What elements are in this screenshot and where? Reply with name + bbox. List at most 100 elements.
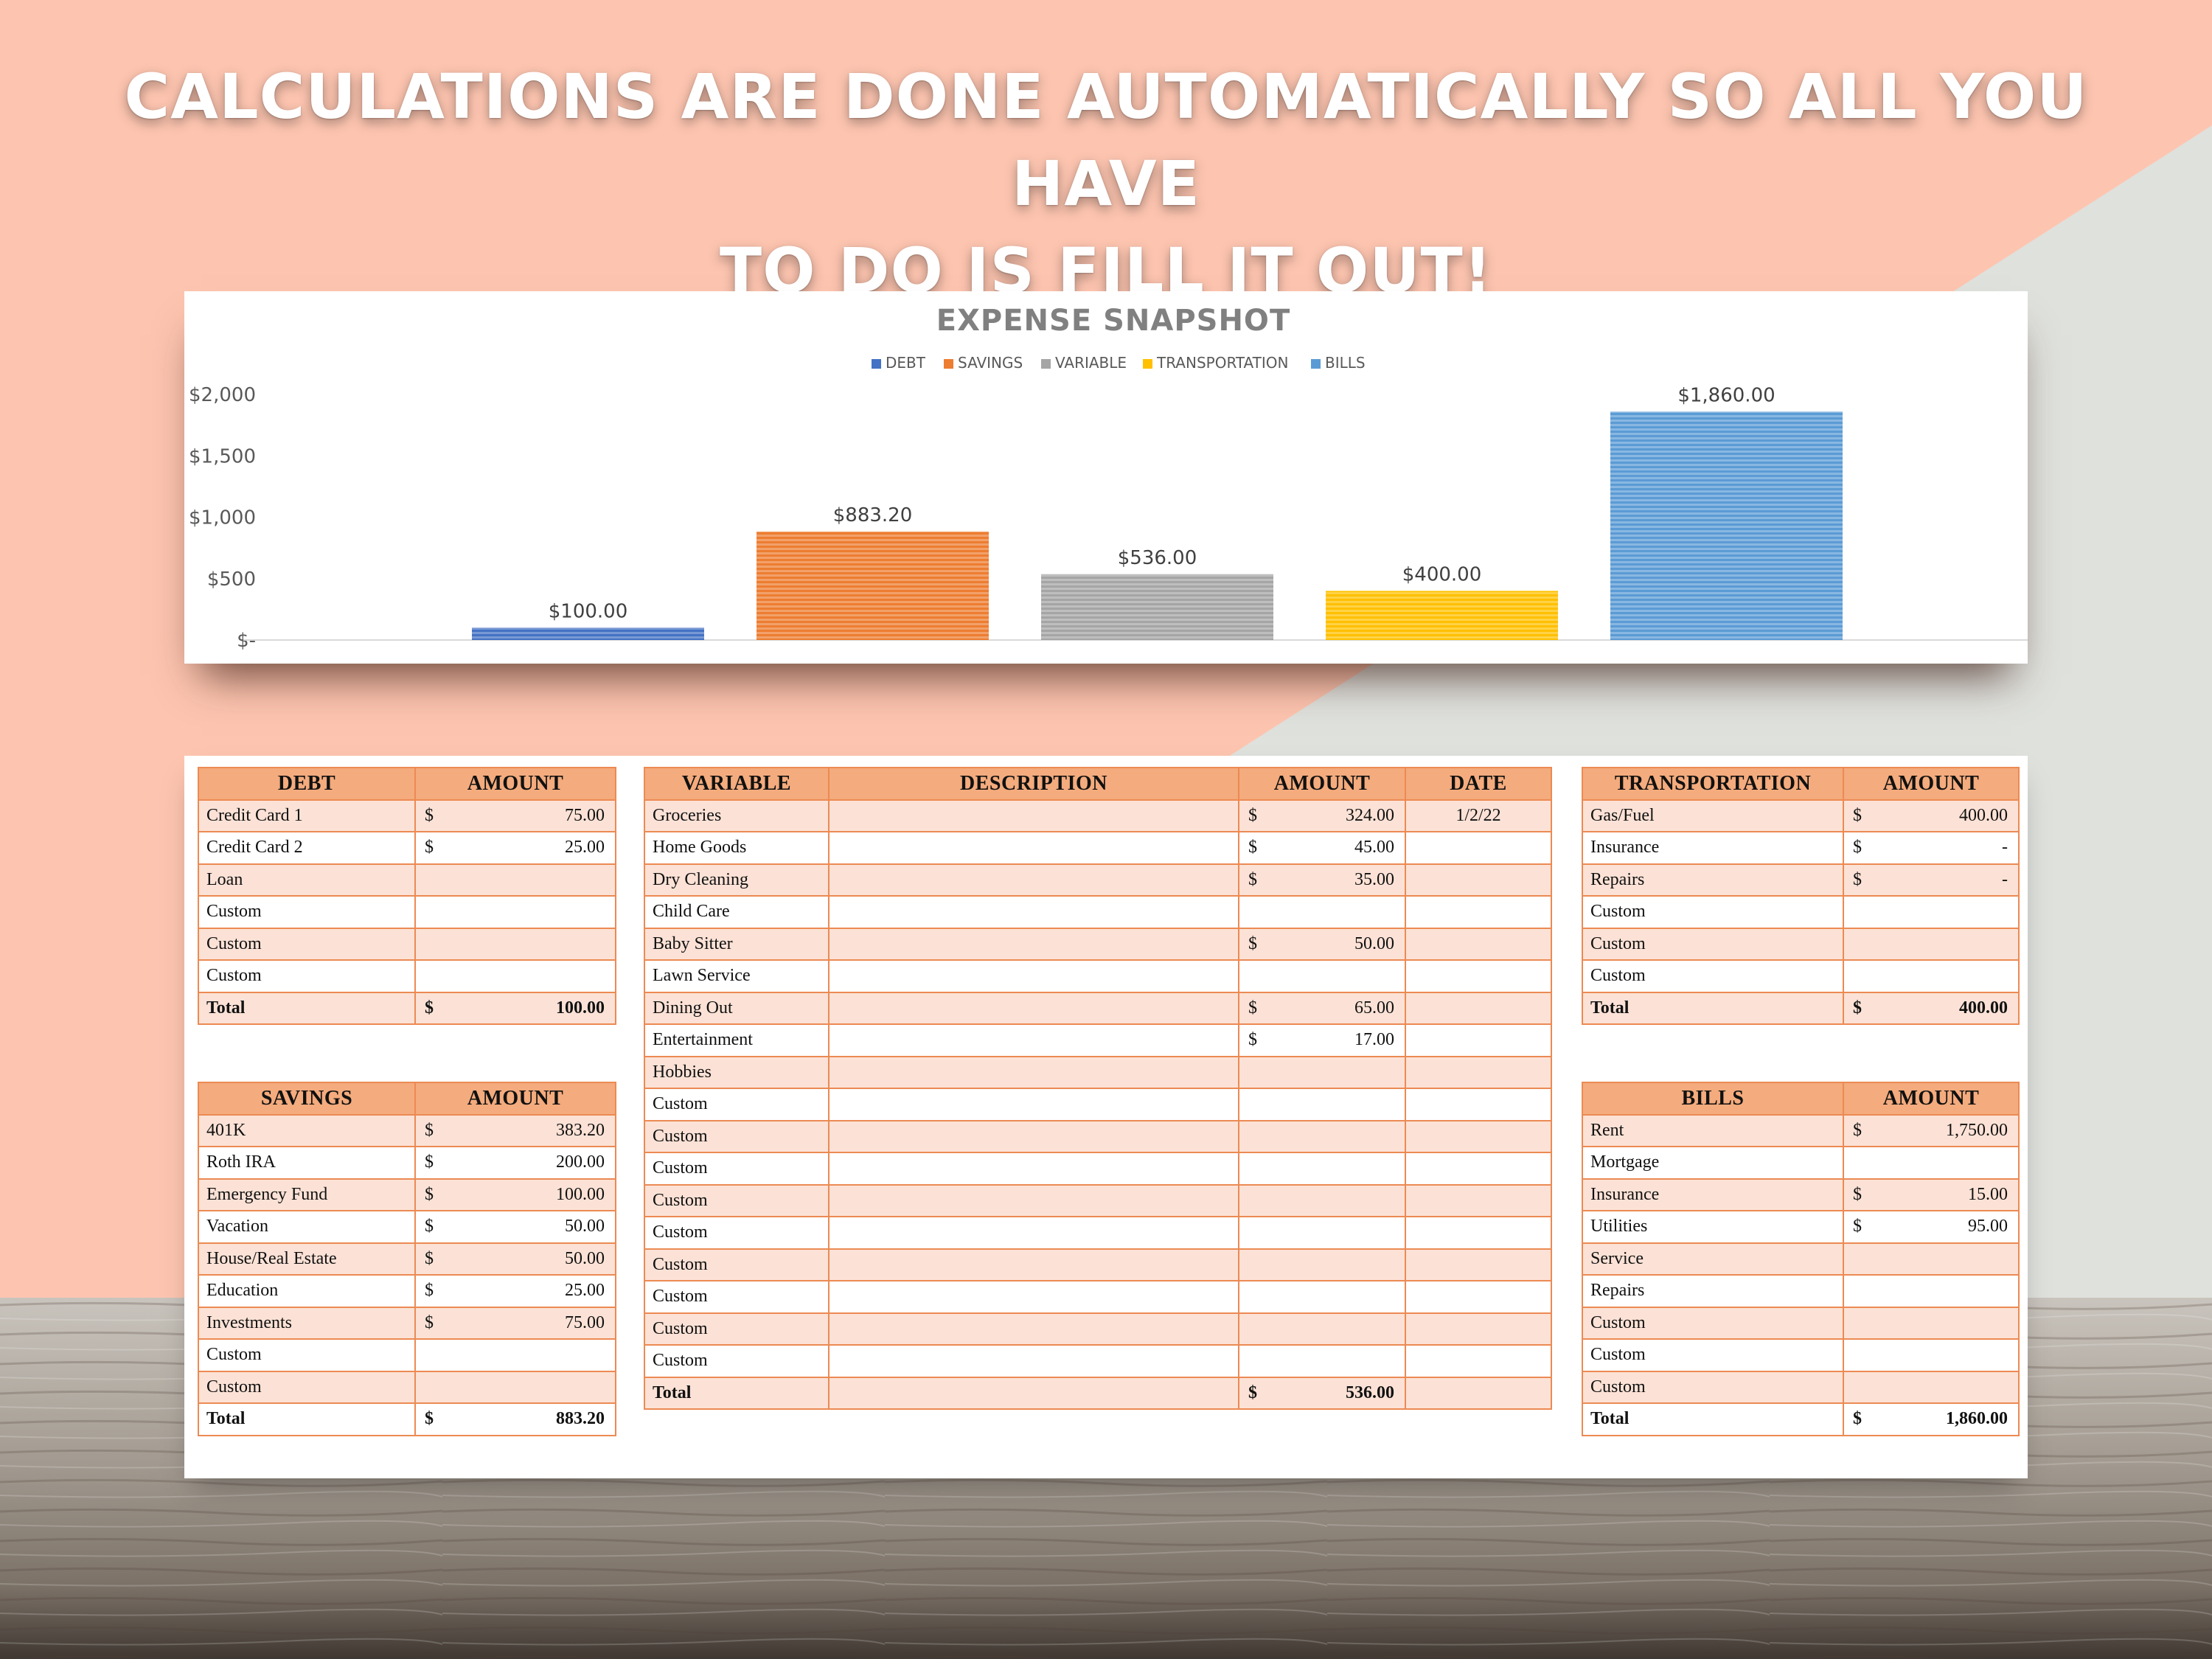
description-cell[interactable] — [828, 1183, 1239, 1217]
description-cell[interactable] — [828, 1055, 1239, 1089]
amount-cell[interactable] — [414, 927, 616, 961]
date-cell[interactable] — [1405, 863, 1552, 897]
amount-cell[interactable] — [1238, 1055, 1406, 1089]
date-cell[interactable] — [1405, 1248, 1552, 1281]
category-cell[interactable]: Total — [1582, 991, 1844, 1025]
amount-cell[interactable]: $15.00 — [1843, 1178, 2020, 1211]
amount-cell[interactable] — [1843, 1242, 2020, 1276]
category-cell[interactable]: Investments — [198, 1306, 416, 1340]
amount-cell[interactable] — [1238, 1344, 1406, 1378]
category-cell[interactable]: Custom — [1582, 1306, 1844, 1340]
date-cell[interactable] — [1405, 991, 1552, 1025]
date-cell[interactable] — [1405, 959, 1552, 993]
date-cell[interactable] — [1405, 1312, 1552, 1346]
category-cell[interactable]: Custom — [644, 1344, 830, 1378]
category-cell[interactable]: Insurance — [1582, 1178, 1844, 1211]
amount-cell[interactable] — [414, 1338, 616, 1372]
amount-cell[interactable]: $883.20 — [414, 1402, 616, 1436]
date-cell[interactable] — [1405, 1183, 1552, 1217]
category-cell[interactable]: House/Real Estate — [198, 1242, 416, 1276]
date-cell[interactable] — [1405, 1119, 1552, 1153]
category-cell[interactable]: Custom — [198, 895, 416, 929]
description-cell[interactable] — [828, 895, 1239, 929]
amount-cell[interactable]: $50.00 — [414, 1210, 616, 1244]
category-cell[interactable]: Groceries — [644, 799, 830, 832]
amount-cell[interactable]: $45.00 — [1238, 831, 1406, 865]
amount-cell[interactable] — [1238, 1088, 1406, 1121]
category-cell[interactable]: Dining Out — [644, 991, 830, 1025]
amount-cell[interactable]: $1,750.00 — [1843, 1113, 2020, 1147]
description-cell[interactable] — [828, 991, 1239, 1025]
category-cell[interactable]: Gas/Fuel — [1582, 799, 1844, 832]
category-cell[interactable]: Rent — [1582, 1113, 1844, 1147]
amount-cell[interactable] — [1843, 927, 2020, 961]
amount-cell[interactable] — [1238, 1248, 1406, 1281]
amount-cell[interactable]: $100.00 — [414, 1178, 616, 1211]
category-cell[interactable]: Custom — [198, 1338, 416, 1372]
date-cell[interactable] — [1405, 1088, 1552, 1121]
amount-cell[interactable]: $17.00 — [1238, 1023, 1406, 1057]
category-cell[interactable]: Custom — [1582, 959, 1844, 993]
category-cell[interactable]: Utilities — [1582, 1210, 1844, 1244]
category-cell[interactable]: Education — [198, 1274, 416, 1308]
date-cell[interactable] — [1405, 1055, 1552, 1089]
amount-cell[interactable]: $25.00 — [414, 1274, 616, 1308]
description-cell[interactable] — [828, 1216, 1239, 1250]
category-cell[interactable]: Loan — [198, 863, 416, 897]
category-cell[interactable]: Repairs — [1582, 1274, 1844, 1308]
category-cell[interactable]: Entertainment — [644, 1023, 830, 1057]
category-cell[interactable]: Mortgage — [1582, 1146, 1844, 1180]
amount-cell[interactable]: $65.00 — [1238, 991, 1406, 1025]
amount-cell[interactable] — [1843, 1146, 2020, 1180]
category-cell[interactable]: Custom — [1582, 1338, 1844, 1372]
category-cell[interactable]: Custom — [198, 1370, 416, 1404]
description-cell[interactable] — [828, 831, 1239, 865]
category-cell[interactable]: Custom — [644, 1216, 830, 1250]
amount-cell[interactable]: $1,860.00 — [1843, 1402, 2020, 1436]
amount-cell[interactable]: $50.00 — [1238, 927, 1406, 961]
category-cell[interactable]: Custom — [1582, 1370, 1844, 1404]
category-cell[interactable]: Credit Card 1 — [198, 799, 416, 832]
amount-cell[interactable] — [1843, 1338, 2020, 1372]
amount-cell[interactable] — [1238, 1152, 1406, 1186]
amount-cell[interactable]: $400.00 — [1843, 991, 2020, 1025]
amount-cell[interactable] — [1238, 1216, 1406, 1250]
date-cell[interactable] — [1405, 1152, 1552, 1186]
category-cell[interactable]: Dry Cleaning — [644, 863, 830, 897]
category-cell[interactable]: Custom — [198, 959, 416, 993]
category-cell[interactable]: Lawn Service — [644, 959, 830, 993]
amount-cell[interactable] — [1843, 1274, 2020, 1308]
category-cell[interactable]: Credit Card 2 — [198, 831, 416, 865]
amount-cell[interactable]: $536.00 — [1238, 1376, 1406, 1410]
category-cell[interactable]: Repairs — [1582, 863, 1844, 897]
amount-cell[interactable]: $95.00 — [1843, 1210, 2020, 1244]
amount-cell[interactable] — [1238, 1312, 1406, 1346]
description-cell[interactable] — [828, 1088, 1239, 1121]
category-cell[interactable]: Emergency Fund — [198, 1178, 416, 1211]
category-cell[interactable]: Custom — [1582, 927, 1844, 961]
category-cell[interactable]: Custom — [644, 1312, 830, 1346]
date-cell[interactable] — [1405, 1023, 1552, 1057]
category-cell[interactable]: Baby Sitter — [644, 927, 830, 961]
amount-cell[interactable]: $383.20 — [414, 1113, 616, 1147]
category-cell[interactable]: 401K — [198, 1113, 416, 1147]
description-cell[interactable] — [828, 1248, 1239, 1281]
amount-cell[interactable]: $100.00 — [414, 991, 616, 1025]
category-cell[interactable]: Roth IRA — [198, 1146, 416, 1180]
amount-cell[interactable]: $324.00 — [1238, 799, 1406, 832]
description-cell[interactable] — [828, 1023, 1239, 1057]
amount-cell[interactable] — [1238, 1119, 1406, 1153]
category-cell[interactable]: Custom — [644, 1248, 830, 1281]
amount-cell[interactable] — [1843, 895, 2020, 929]
category-cell[interactable]: Custom — [1582, 895, 1844, 929]
amount-cell[interactable] — [1238, 895, 1406, 929]
amount-cell[interactable] — [414, 895, 616, 929]
category-cell[interactable]: Custom — [644, 1183, 830, 1217]
description-cell[interactable] — [828, 1119, 1239, 1153]
date-cell[interactable] — [1405, 895, 1552, 929]
description-cell[interactable] — [828, 1376, 1239, 1410]
amount-cell[interactable] — [1238, 1183, 1406, 1217]
category-cell[interactable]: Child Care — [644, 895, 830, 929]
amount-cell[interactable] — [1843, 1370, 2020, 1404]
description-cell[interactable] — [828, 959, 1239, 993]
